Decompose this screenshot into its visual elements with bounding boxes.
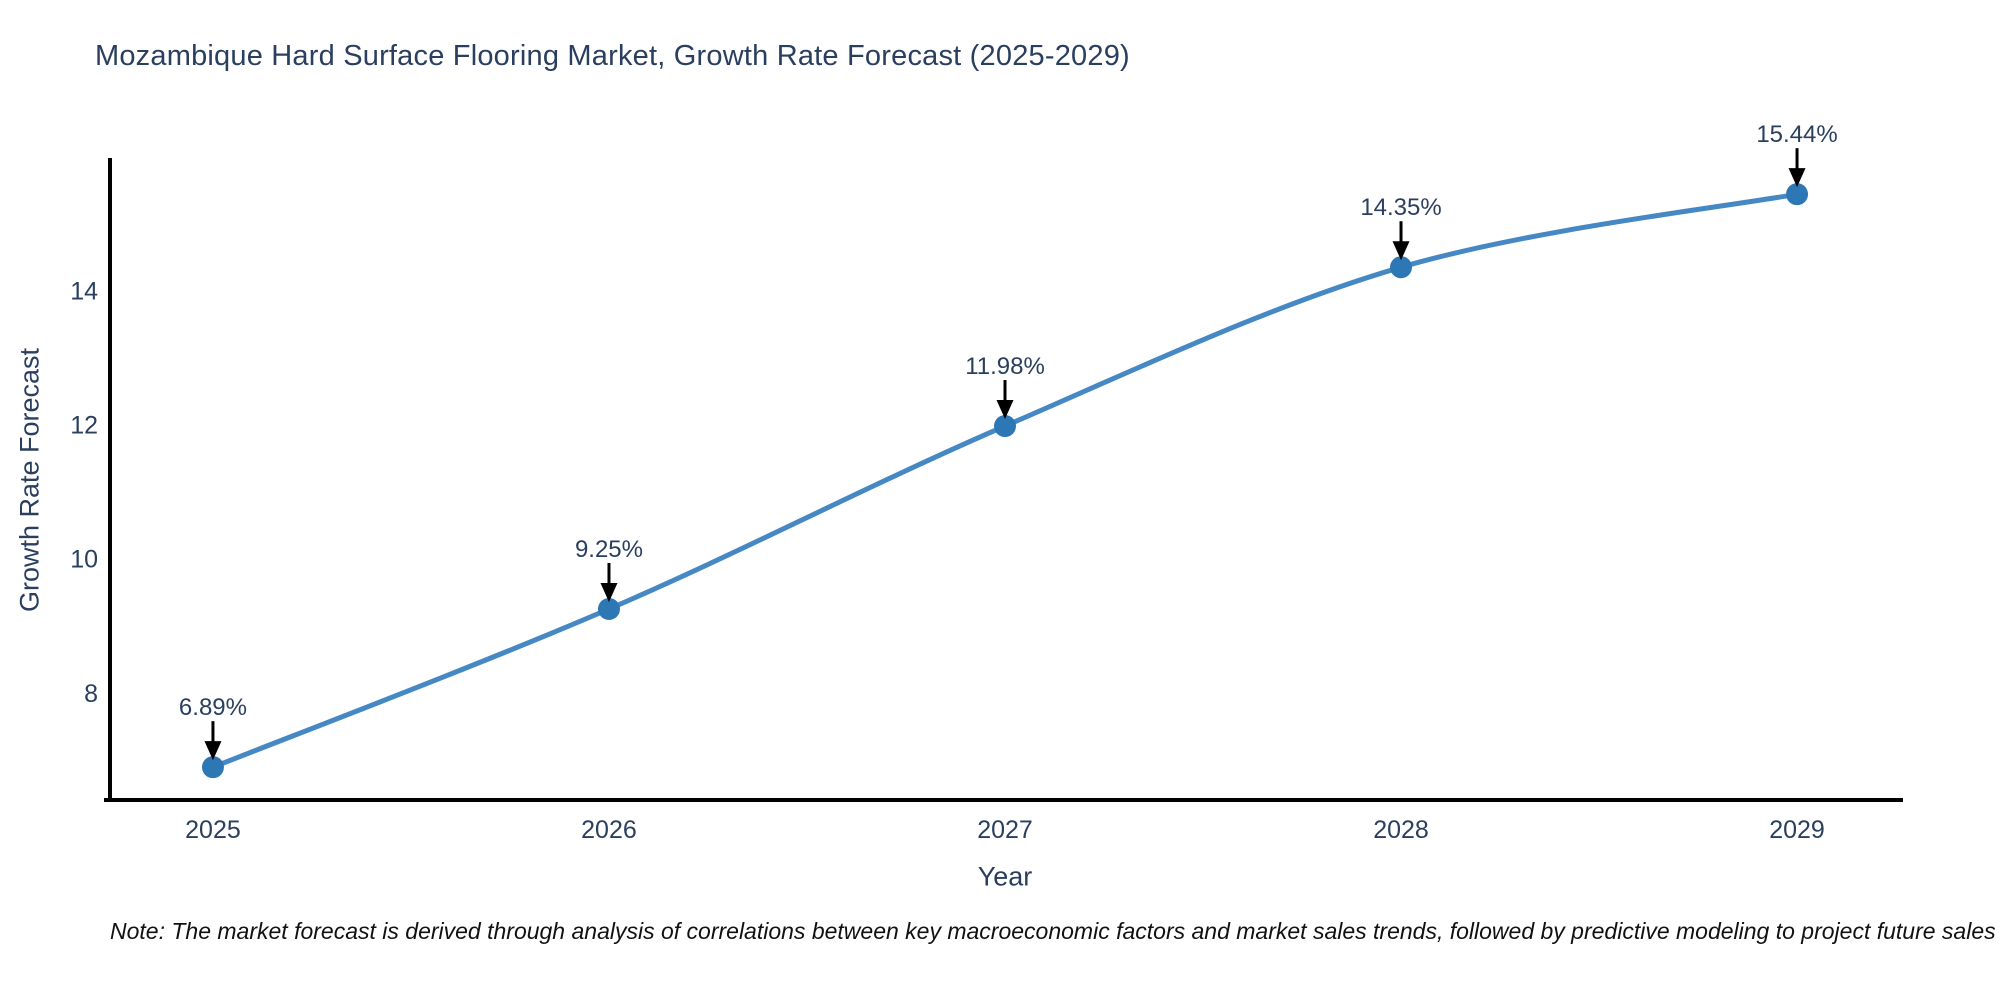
- x-tick-label: 2027: [977, 816, 1033, 844]
- x-tick-label: 2026: [581, 816, 637, 844]
- annotation-arrow-head: [1788, 168, 1806, 188]
- y-tick-label: 14: [70, 278, 98, 306]
- data-point-marker: [994, 415, 1016, 438]
- x-tick-label: 2025: [185, 816, 241, 844]
- chart-line: [210, 191, 1800, 770]
- annotation-arrow-head: [600, 583, 618, 603]
- annotation-arrow-head: [996, 400, 1014, 420]
- x-axis-title: Year: [977, 861, 1033, 892]
- data-point-marker: [597, 598, 620, 621]
- y-tick-label: 8: [84, 680, 98, 708]
- data-point-label: 15.44%: [1756, 121, 1837, 148]
- x-tick-label: 2029: [1769, 816, 1825, 844]
- y-axis-title: Growth Rate Forecast: [14, 347, 45, 613]
- data-point-label: 11.98%: [965, 353, 1045, 380]
- data-point-marker: [1786, 183, 1809, 206]
- footnote: Note: The market forecast is derived thr…: [110, 918, 1996, 944]
- data-point-label: 6.89%: [179, 694, 247, 721]
- data-point-label: 14.35%: [1360, 194, 1441, 221]
- data-point-marker: [1390, 256, 1413, 279]
- annotation-arrow-head: [1392, 241, 1410, 261]
- y-tick-label: 12: [70, 412, 98, 440]
- chart-title: Mozambique Hard Surface Flooring Market,…: [95, 40, 1130, 72]
- annotation-arrow-head: [204, 741, 222, 761]
- y-tick-label: 10: [70, 546, 98, 574]
- x-tick-label: 2028: [1373, 816, 1429, 844]
- data-point-label: 9.25%: [575, 536, 643, 563]
- data-point-marker: [201, 756, 224, 779]
